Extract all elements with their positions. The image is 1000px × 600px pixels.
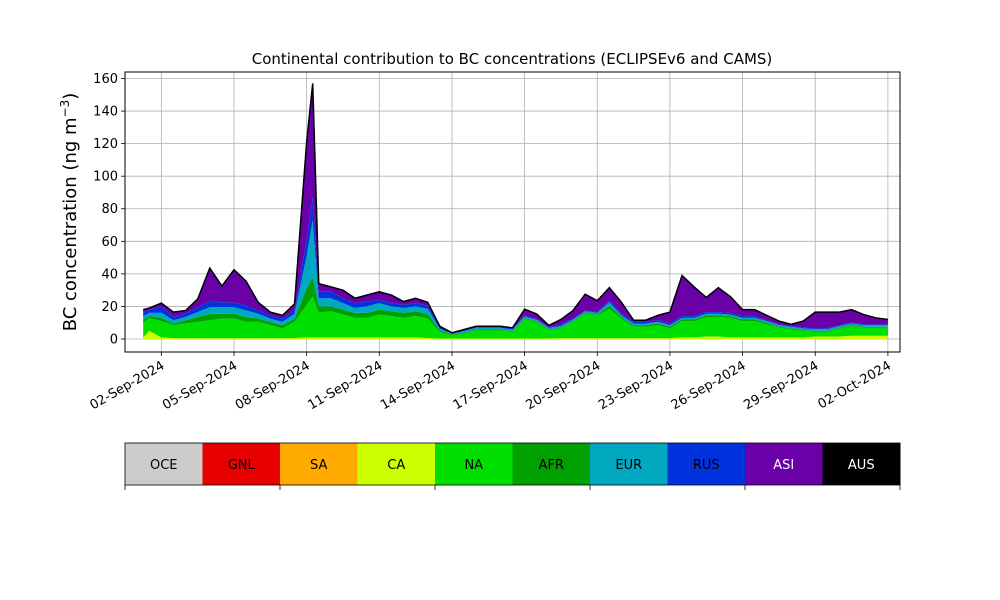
y-tick-label: 20: [101, 300, 118, 315]
x-tick-label: 20-Sep-2024: [523, 358, 603, 413]
legend-label-eur: EUR: [615, 458, 642, 473]
legend-label-rus: RUS: [693, 458, 720, 473]
legend-swatch-asi: [745, 443, 823, 485]
total-outline-line: [142, 83, 888, 334]
x-tick-label: 14-Sep-2024: [378, 358, 458, 413]
area-series-eur: [143, 220, 888, 335]
chart-title: Continental contribution to BC concentra…: [252, 50, 773, 68]
y-tick-label: 160: [93, 72, 118, 87]
legend-swatch-na: [435, 443, 513, 485]
y-axis-label-main: BC concentration (ng m: [60, 117, 81, 331]
legend-swatch-eur: [590, 443, 668, 485]
x-tick-label: 02-Oct-2024: [815, 358, 893, 412]
legend-swatch-rus: [667, 443, 746, 485]
legend-swatch-oce: [125, 443, 203, 485]
legend-label-afr: AFR: [539, 458, 564, 473]
legend-swatch-afr: [512, 443, 591, 485]
y-axis-label: BC concentration (ng m−3): [58, 93, 81, 332]
y-tick-label: 120: [93, 137, 118, 152]
x-tick-label: 29-Sep-2024: [741, 358, 821, 413]
legend-swatch-sa: [280, 443, 358, 485]
area-series-ca: [143, 330, 888, 339]
legend-swatch-ca: [357, 443, 436, 485]
y-tick-label: 140: [93, 105, 118, 120]
x-tick-label: 23-Sep-2024: [596, 358, 676, 413]
plot-frame: [124, 71, 901, 353]
y-tick-label: 80: [101, 202, 118, 217]
area-series-na: [143, 296, 888, 339]
y-tick-label: 100: [93, 170, 118, 185]
x-tick-label: 26-Sep-2024: [669, 358, 749, 413]
y-tick-label: 40: [101, 267, 118, 282]
x-tick-label: 02-Sep-2024: [88, 358, 168, 413]
x-tick-label: 08-Sep-2024: [233, 358, 313, 413]
legend: OCE GNL SA CA NA AFR EUR RUS ASI AUS: [124, 442, 901, 490]
legend-swatch-gnl: [202, 443, 281, 485]
y-tick-label: 60: [101, 235, 118, 250]
legend-swatch-aus: [822, 443, 901, 485]
legend-frame: [124, 442, 901, 486]
y-axis-label-superscript: −3: [58, 100, 72, 118]
legend-label-ca: CA: [387, 458, 405, 473]
legend-label-na: NA: [464, 458, 483, 473]
axes: 0 20 40 60 80 100 120 140 160 02-Sep-202405-Sep-2…: [88, 71, 901, 413]
legend-label-asi: ASI: [773, 458, 794, 473]
y-tick-label: 0: [110, 332, 118, 347]
legend-label-gnl: GNL: [228, 458, 256, 473]
x-tick-label: 11-Sep-2024: [305, 358, 385, 413]
legend-label-oce: OCE: [150, 458, 178, 473]
legend-label-sa: SA: [310, 458, 327, 473]
x-tick-label: 17-Sep-2024: [451, 358, 531, 413]
grid-lines: [125, 72, 900, 352]
x-tick-label: 05-Sep-2024: [160, 358, 240, 413]
y-axis-label-suffix: ): [60, 93, 81, 100]
legend-label-aus: AUS: [848, 458, 875, 473]
stacked-areas: [142, 83, 888, 339]
